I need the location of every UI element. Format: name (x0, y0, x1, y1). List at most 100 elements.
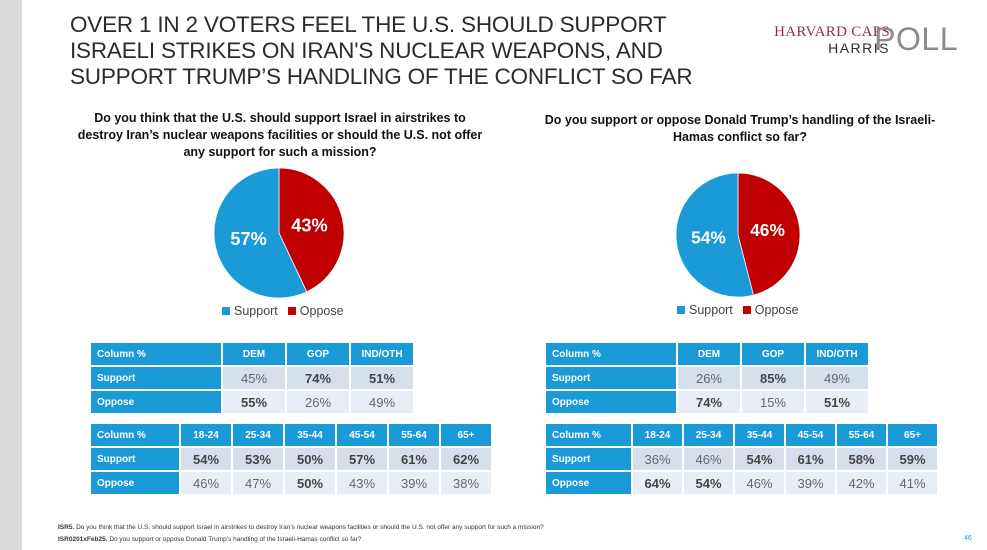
table-cell: 36% (633, 448, 682, 470)
column-header: 35-44 (285, 424, 335, 446)
table-cell: 15% (742, 391, 804, 413)
legend-swatch-support (222, 307, 230, 315)
table-cell: 58% (837, 448, 886, 470)
column-header-label: Column % (546, 424, 631, 446)
table-cell: 54% (181, 448, 231, 470)
legend-swatch-oppose (287, 307, 296, 315)
column-header: DEM (678, 343, 740, 365)
logo-harvard-caps: HARVARD CAPS (774, 24, 890, 40)
column-header: 35-44 (735, 424, 784, 446)
table-cell: 59% (888, 448, 937, 470)
slide-title: OVER 1 IN 2 VOTERS FEEL THE U.S. SHOULD … (70, 12, 693, 89)
table-header-row: Column % 18-24 25-34 35-44 45-54 55-64 65+ (91, 424, 491, 446)
table-row-support: Support 36% 46% 54% 61% 58% 59% (546, 448, 937, 470)
pie-label-support: 57% (230, 229, 266, 249)
pie-label-oppose: 46% (750, 220, 785, 240)
table-cell: 26% (287, 391, 349, 413)
table-row-support: Support 54% 53% 50% 57% 61% 62% (91, 448, 491, 470)
legend-item-oppose: Oppose (742, 303, 799, 317)
table-cell: 46% (181, 472, 231, 494)
table-cell: 39% (786, 472, 835, 494)
row-label: Oppose (91, 472, 179, 494)
pie-chart-2-legend: Support Oppose (677, 303, 803, 317)
footnote-1: ISR5. Do you think that the U.S. should … (58, 524, 544, 531)
column-header: 55-64 (389, 424, 439, 446)
question-2-title: Do you support or oppose Donald Trump’s … (544, 113, 936, 144)
chart-2-party-table: Column % DEM GOP IND/OTH Support 26% 85% 49% Opp… (544, 341, 870, 415)
column-header: 45-54 (337, 424, 387, 446)
pie-slice-support (675, 172, 754, 298)
table-cell: 57% (337, 448, 387, 470)
row-label: Support (546, 367, 676, 389)
table-cell: 46% (684, 448, 733, 470)
column-header: GOP (742, 343, 804, 365)
footnote-1-code: ISR5. (58, 524, 75, 531)
row-label: Support (91, 367, 221, 389)
column-header: 25-34 (684, 424, 733, 446)
row-label: Oppose (91, 391, 221, 413)
pie-slice-oppose (278, 167, 345, 293)
legend-label-support: Support (689, 303, 733, 317)
table-cell: 51% (351, 367, 413, 389)
legend-item-oppose: Oppose (287, 304, 344, 318)
column-header: GOP (287, 343, 349, 365)
table-row-support: Support 26% 85% 49% (546, 367, 868, 389)
legend-label-support: Support (234, 304, 278, 318)
row-label: Oppose (546, 391, 676, 413)
table-cell: 74% (287, 367, 349, 389)
column-header: 55-64 (837, 424, 886, 446)
table-cell: 54% (684, 472, 733, 494)
table-header-row: Column % 18-24 25-34 35-44 45-54 55-64 65+ (546, 424, 937, 446)
logo-poll: POLL (874, 21, 958, 57)
page-number: 46 (964, 535, 972, 542)
table-header-row: Column % DEM GOP IND/OTH (546, 343, 868, 365)
pie-slice-support (213, 167, 308, 299)
table-cell: 39% (389, 472, 439, 494)
table-cell: 74% (678, 391, 740, 413)
legend-item-support: Support (222, 304, 278, 318)
footnote-2: ISR0201xFeb25. Do you support or oppose … (58, 536, 361, 543)
column-header: 65+ (888, 424, 937, 446)
pie-slice-oppose (737, 172, 801, 296)
column-header: 18-24 (181, 424, 231, 446)
table-cell: 49% (806, 367, 868, 389)
table-row-support: Support 45% 74% 51% (91, 367, 413, 389)
left-accent-bar (0, 0, 22, 550)
footnote-2-code: ISR0201xFeb25. (58, 536, 108, 543)
column-header: 18-24 (633, 424, 682, 446)
row-label: Support (546, 448, 631, 470)
legend-label-oppose: Oppose (299, 304, 344, 318)
table-cell: 42% (837, 472, 886, 494)
column-header: 65+ (441, 424, 491, 446)
table-row-oppose: Oppose 64% 54% 46% 39% 42% 41% (546, 472, 937, 494)
legend-swatch-support (677, 306, 685, 314)
table-cell: 64% (633, 472, 682, 494)
table-cell: 53% (233, 448, 283, 470)
table-cell: 62% (441, 448, 491, 470)
column-header-label: Column % (91, 424, 179, 446)
row-label: Support (91, 448, 179, 470)
column-header: 25-34 (233, 424, 283, 446)
pie-chart-2-svg: 46% 54% (675, 172, 801, 298)
table-cell: 38% (441, 472, 491, 494)
table-cell: 46% (735, 472, 784, 494)
table-cell: 41% (888, 472, 937, 494)
chart-2-age-table: Column % 18-24 25-34 35-44 45-54 55-64 65+ Supp… (544, 422, 939, 496)
table-cell: 43% (337, 472, 387, 494)
chart-1-age-table: Column % 18-24 25-34 35-44 45-54 55-64 65+ Supp… (89, 422, 493, 496)
table-cell: 47% (233, 472, 283, 494)
table-cell: 45% (223, 367, 285, 389)
column-header-label: Column % (546, 343, 676, 365)
table-header-row: Column % DEM GOP IND/OTH (91, 343, 413, 365)
table-row-oppose: Oppose 74% 15% 51% (546, 391, 868, 413)
table-cell: 50% (285, 448, 335, 470)
question-1-title: Do you think that the U.S. should suppor… (77, 111, 483, 159)
table-cell: 85% (742, 367, 804, 389)
footnote-2-text: Do you support or oppose Donald Trump’s … (107, 536, 362, 543)
logo-harris: HARRIS (828, 40, 890, 56)
table-cell: 55% (223, 391, 285, 413)
table-cell: 51% (806, 391, 868, 413)
table-row-oppose: Oppose 55% 26% 49% (91, 391, 413, 413)
column-header: IND/OTH (351, 343, 413, 365)
legend-swatch-oppose (742, 306, 751, 314)
